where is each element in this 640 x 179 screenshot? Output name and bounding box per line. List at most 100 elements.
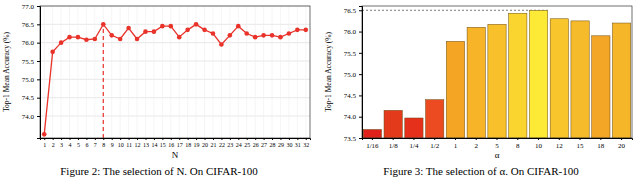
tick-label: 1 bbox=[43, 142, 46, 148]
tick-mark bbox=[37, 79, 40, 80]
tick: 75.0 bbox=[22, 76, 40, 84]
data-point bbox=[84, 37, 89, 42]
data-point bbox=[295, 28, 300, 33]
grid-line bbox=[40, 61, 310, 62]
tick: 18 bbox=[597, 138, 605, 150]
data-point bbox=[168, 24, 173, 29]
data-point bbox=[202, 28, 207, 33]
data-point bbox=[219, 42, 224, 47]
tick-label: 18 bbox=[597, 142, 605, 150]
tick: 76.5 bbox=[344, 7, 362, 15]
tick-mark bbox=[559, 138, 560, 140]
tick-label: 75.5 bbox=[344, 50, 357, 58]
grid-line bbox=[297, 6, 298, 138]
tick: 10 bbox=[535, 138, 543, 150]
data-point bbox=[135, 37, 140, 42]
tick-label: 25 bbox=[244, 142, 250, 148]
y-axis: 74.074.575.075.576.076.577.0 bbox=[22, 3, 41, 139]
data-point bbox=[236, 24, 241, 29]
data-point bbox=[194, 22, 199, 27]
tick-label: 11 bbox=[126, 142, 132, 148]
tick: 19 bbox=[194, 138, 200, 148]
tick: 1/8 bbox=[389, 138, 398, 150]
tick-label: 32 bbox=[303, 142, 309, 148]
y-axis-title: Top-1 Mean Accuracy (%) bbox=[324, 31, 333, 112]
tick: 15 bbox=[160, 138, 166, 148]
tick-mark bbox=[297, 138, 298, 140]
tick: 16 bbox=[168, 138, 174, 148]
tick-mark bbox=[171, 138, 172, 140]
tick-mark bbox=[359, 32, 362, 33]
tick: 1/16 bbox=[366, 138, 379, 150]
tick-label: 20 bbox=[618, 142, 626, 150]
tick: 75.5 bbox=[344, 50, 362, 58]
tick-label: 3 bbox=[60, 142, 63, 148]
tick-label: 21 bbox=[210, 142, 216, 148]
tick-mark bbox=[120, 138, 121, 140]
grid-line bbox=[40, 42, 310, 43]
tick-label: 29 bbox=[278, 142, 284, 148]
data-point bbox=[270, 33, 275, 38]
data-point bbox=[76, 35, 81, 40]
data-point bbox=[50, 50, 55, 55]
grid-line bbox=[145, 6, 146, 138]
tick-label: 14 bbox=[151, 142, 157, 148]
tick: 77.0 bbox=[22, 3, 40, 11]
tick-label: 15 bbox=[160, 142, 166, 148]
tick-label: 16 bbox=[168, 142, 174, 148]
grid-line bbox=[69, 6, 70, 138]
tick-label: 17 bbox=[177, 142, 183, 148]
bar bbox=[488, 24, 506, 138]
tick-label: 75.0 bbox=[22, 76, 35, 84]
tick-mark bbox=[359, 117, 362, 118]
caption: Figure 2: The selection of N. On CIFAR-1… bbox=[60, 165, 258, 177]
tick-label: 74.0 bbox=[22, 113, 35, 121]
data-point bbox=[253, 35, 258, 40]
tick-mark bbox=[306, 138, 307, 140]
tick-mark bbox=[600, 138, 601, 140]
caption: Figure 3: The selection of α. On CIFAR-1… bbox=[383, 165, 579, 177]
tick-label: 74.0 bbox=[344, 113, 357, 121]
grid-line bbox=[179, 6, 180, 138]
tick: 28 bbox=[270, 138, 276, 148]
tick-mark bbox=[213, 138, 214, 140]
tick: 75.0 bbox=[344, 71, 362, 79]
grid-line bbox=[204, 6, 205, 138]
tick: 20 bbox=[202, 138, 208, 148]
tick: 29 bbox=[278, 138, 284, 148]
tick-label: 5 bbox=[77, 142, 80, 148]
bar bbox=[592, 36, 610, 138]
data-point bbox=[126, 26, 131, 31]
axis-line bbox=[41, 139, 311, 141]
tick-mark bbox=[497, 138, 498, 140]
grid-line bbox=[212, 6, 213, 138]
plot-area bbox=[42, 22, 308, 138]
tick-label: 75.0 bbox=[344, 71, 357, 79]
data-line bbox=[44, 24, 306, 134]
grid-line bbox=[52, 6, 53, 138]
tick: 30 bbox=[286, 138, 292, 148]
tick: 31 bbox=[295, 138, 301, 148]
bar bbox=[405, 118, 423, 138]
tick-label: 10 bbox=[535, 142, 543, 150]
grid-line bbox=[229, 6, 230, 138]
grid-line bbox=[255, 6, 256, 138]
tick: 22 bbox=[219, 138, 225, 148]
tick: 11 bbox=[126, 138, 132, 148]
tick-label: 2 bbox=[474, 142, 478, 150]
y-axis-title: Top-1 Mean Accuracy (%) bbox=[2, 31, 11, 112]
tick-mark bbox=[359, 95, 362, 96]
chart-panel: 73.574.074.575.075.576.076.51/161/81/41/… bbox=[324, 6, 633, 177]
tick-label: 1 bbox=[454, 142, 458, 150]
tick-label: 24 bbox=[236, 142, 242, 148]
tick-mark bbox=[455, 138, 456, 140]
tick-label: 30 bbox=[286, 142, 292, 148]
grid-line bbox=[86, 6, 87, 138]
tick: 23 bbox=[227, 138, 233, 148]
grid-line bbox=[288, 6, 289, 138]
tick-mark bbox=[37, 98, 40, 99]
tick-mark bbox=[359, 138, 362, 139]
grid-line bbox=[246, 6, 247, 138]
bar bbox=[426, 100, 444, 138]
tick: 8 bbox=[102, 138, 105, 148]
